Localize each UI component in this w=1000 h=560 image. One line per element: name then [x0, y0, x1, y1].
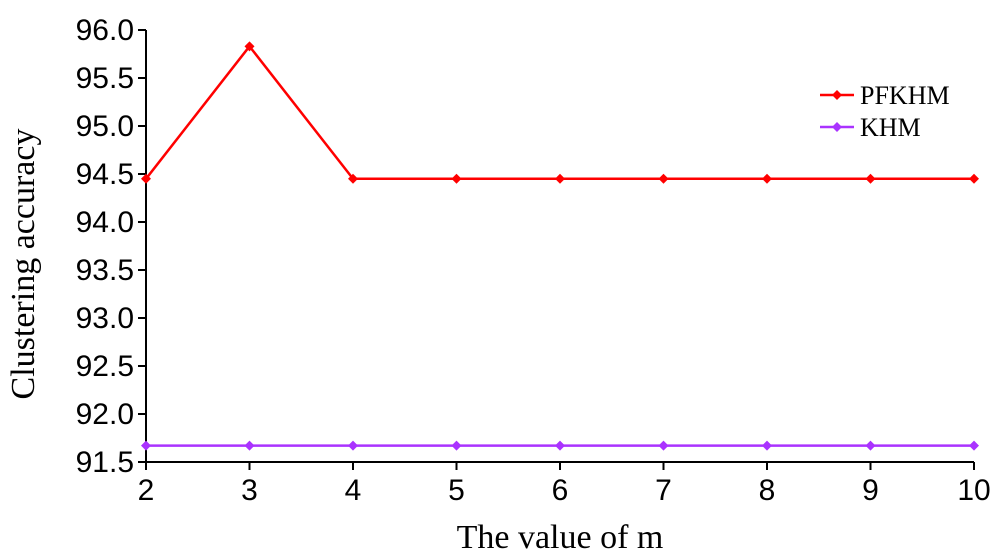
x-tick-labels: 2 3 4 5 6 7 8 9 10 — [138, 462, 991, 507]
data-point-pfkhm — [244, 41, 255, 52]
y-tick-label: 96.0 — [76, 14, 134, 47]
data-point-khm — [969, 440, 979, 451]
y-tick-label: 95.5 — [76, 62, 134, 95]
x-tick-label: 6 — [552, 474, 569, 507]
x-tick-label: 9 — [862, 474, 879, 507]
series-layer — [141, 41, 979, 451]
legend-label: PFKHM — [860, 81, 950, 110]
legend-marker — [832, 90, 842, 100]
data-point-khm — [762, 440, 772, 451]
y-tick-label: 94.5 — [76, 158, 134, 191]
series-pfkhm — [141, 41, 979, 184]
data-point-pfkhm — [969, 173, 979, 184]
y-tick-label: 93.5 — [76, 254, 134, 287]
y-tick-label: 93.0 — [76, 302, 134, 335]
legend-marker — [832, 122, 842, 132]
x-tick-label: 8 — [759, 474, 776, 507]
x-tick-label: 7 — [655, 474, 672, 507]
x-axis-title: The value of m — [457, 519, 664, 556]
data-point-pfkhm — [555, 173, 565, 184]
data-point-pfkhm — [865, 173, 876, 184]
x-tick-label: 10 — [957, 474, 990, 507]
data-point-khm — [141, 440, 151, 451]
series-line-pfkhm — [145, 44, 974, 181]
y-tick-label: 92.5 — [76, 350, 134, 383]
x-tick-label: 4 — [345, 474, 362, 507]
data-point-khm — [451, 440, 462, 451]
data-point-khm — [865, 440, 876, 451]
data-point-pfkhm — [141, 173, 151, 184]
legend-item-pfkhm: PFKHM — [820, 81, 950, 110]
y-tick-label: 95.0 — [76, 110, 134, 143]
data-point-khm — [244, 440, 255, 451]
data-point-khm — [348, 440, 358, 451]
data-point-pfkhm — [658, 173, 669, 184]
data-point-khm — [658, 440, 669, 451]
x-tick-label: 2 — [138, 474, 155, 507]
y-axis-title: Clustering accuracy — [5, 129, 42, 400]
series-khm — [141, 440, 979, 451]
data-point-pfkhm — [762, 173, 772, 184]
y-tick-labels: 91.5 92.0 92.5 93.0 93.5 94.0 94.5 95.0 95.5 96.0 — [76, 14, 146, 479]
x-tick-label: 5 — [448, 474, 465, 507]
y-tick-label: 91.5 — [76, 446, 134, 479]
data-point-pfkhm — [348, 173, 358, 184]
y-tick-label: 92.0 — [76, 398, 134, 431]
legend-item-khm: KHM — [820, 113, 921, 142]
legend-label: KHM — [860, 113, 921, 142]
x-tick-label: 3 — [241, 474, 258, 507]
data-point-pfkhm — [451, 173, 462, 184]
y-tick-label: 94.0 — [76, 206, 134, 239]
legend: PFKHM KHM — [820, 81, 950, 142]
data-point-khm — [555, 440, 565, 451]
